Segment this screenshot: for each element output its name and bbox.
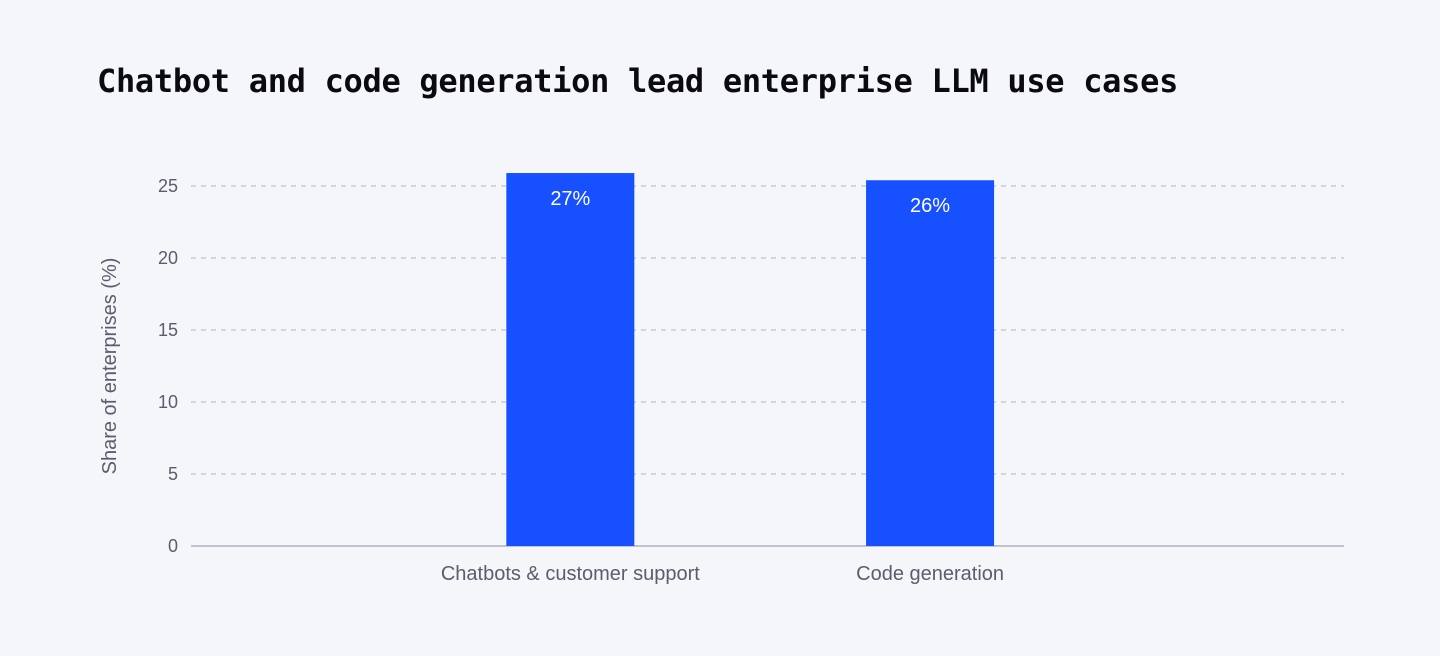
- y-axis-label: Share of enterprises (%): [99, 258, 121, 475]
- x-tick-label: Code generation: [856, 563, 1004, 585]
- x-tick-label: Chatbots & customer support: [441, 563, 700, 585]
- data-label: 27%: [550, 188, 590, 210]
- y-tick-label: 5: [168, 464, 178, 484]
- data-label: 26%: [910, 195, 950, 217]
- y-tick-label: 10: [158, 392, 178, 412]
- y-tick-label: 20: [158, 248, 178, 268]
- y-tick-label: 0: [168, 536, 178, 556]
- y-tick-label: 25: [158, 176, 178, 196]
- bar: [866, 180, 995, 547]
- chart-title: Chatbot and code generation lead enterpr…: [97, 62, 1179, 100]
- bar: [506, 173, 635, 547]
- y-tick-label: 15: [158, 320, 178, 340]
